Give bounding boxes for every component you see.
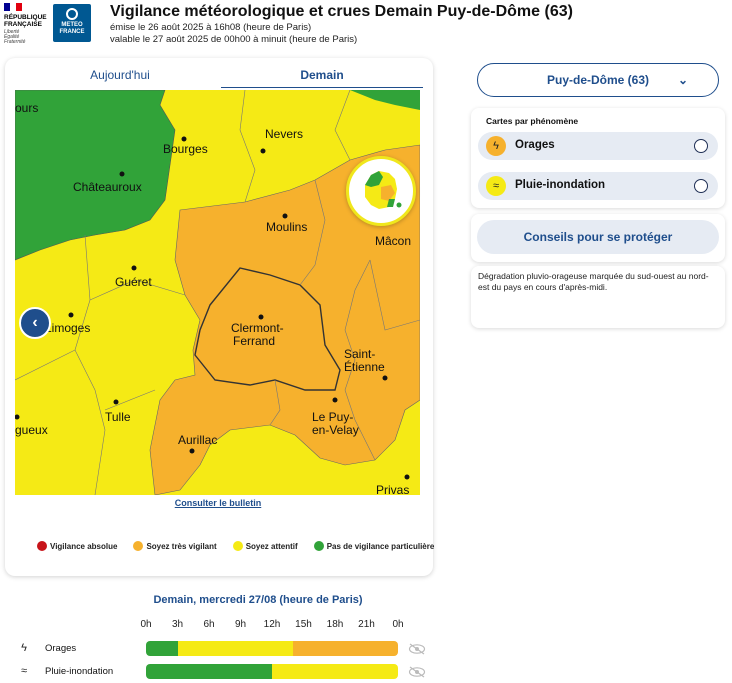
legend-dot-yellow xyxy=(232,541,243,551)
city-label-saint-etienne-2: Étienne xyxy=(344,359,385,374)
timeline-bar-pluie-inondation xyxy=(146,664,398,679)
meteo-france-logo[interactable]: METEO FRANCE xyxy=(53,4,91,42)
rain-flood-icon: ≈ xyxy=(486,176,506,196)
timeline-hour-label: 21h xyxy=(358,619,375,630)
legend-dot-red xyxy=(37,541,47,551)
rain-flood-icon: ≈ xyxy=(20,665,28,677)
phenomena-card: Cartes par phénomène ϟ Orages ≈ Pluie-in… xyxy=(471,108,725,208)
vigilance-map[interactable]: ours Nevers Bourges Châteauroux Moulins … xyxy=(15,90,420,495)
city-label-perigueux: gueux xyxy=(15,423,48,437)
chevron-left-icon: ‹ xyxy=(32,314,38,331)
map-svg: ours Nevers Bourges Châteauroux Moulins … xyxy=(15,90,420,495)
timeline-label-pluie-inondation: Pluie-inondation xyxy=(45,666,114,677)
timeline-hour-label: 6h xyxy=(203,619,215,630)
republique-francaise-logo[interactable]: RÉPUBLIQUE FRANÇAISE Liberté Égalité Fra… xyxy=(2,3,48,47)
map-card: Aujourd'hui Demain xyxy=(5,58,433,576)
legend-item-red: Vigilance absolue xyxy=(37,541,117,551)
city-label-bourges: Bourges xyxy=(163,142,208,156)
city-label-le-puy-1: Le Puy- xyxy=(312,410,353,424)
france-minimap-icon xyxy=(365,171,402,209)
timeline-title: Demain, mercredi 27/08 (heure de Paris) xyxy=(153,594,363,606)
emission-date: émise le 26 août 2025 à 16h08 (heure de … xyxy=(110,22,312,33)
map-department-borders xyxy=(15,90,420,495)
radio-pluie-inondation[interactable] xyxy=(694,179,708,193)
weather-description: Dégradation pluvio-orageuse marquée du s… xyxy=(478,271,709,292)
storm-icon: ϟ xyxy=(486,136,506,156)
city-label-tours: ours xyxy=(15,101,38,115)
bulletin-link[interactable]: Consulter le bulletin xyxy=(174,498,262,508)
phenomenon-row-pluie-inondation[interactable]: ≈ Pluie-inondation xyxy=(478,172,718,200)
city-label-aurillac: Aurillac xyxy=(178,433,217,447)
timeline-label-orages: Orages xyxy=(45,643,77,654)
city-label-gueret: Guéret xyxy=(115,275,152,289)
meteo-france-icon xyxy=(66,8,78,20)
storm-icon: ϟ xyxy=(21,642,27,654)
timeline-hour-label: 0h xyxy=(392,619,404,630)
validity-date: valable le 27 août 2025 de 00h00 à minui… xyxy=(110,34,358,45)
department-select[interactable]: Puy-de-Dôme (63) ⌄ xyxy=(477,63,719,97)
timeline-bar-orages xyxy=(146,641,398,656)
legend-item-green: Pas de vigilance particulière xyxy=(313,541,434,551)
day-tabs: Aujourd'hui Demain xyxy=(19,64,423,88)
timeline-hour-label: 0h xyxy=(140,619,152,630)
city-label-tulle: Tulle xyxy=(105,410,131,424)
timeline-hour-label: 15h xyxy=(295,619,312,630)
vigilance-legend: Vigilance absolue Soyez très vigilant So… xyxy=(37,541,434,551)
advice-card: Conseils pour se protéger xyxy=(471,214,725,262)
chevron-down-icon: ⌄ xyxy=(677,73,688,87)
tab-today[interactable]: Aujourd'hui xyxy=(90,68,150,82)
radio-orages[interactable] xyxy=(694,139,708,153)
page-title: Vigilance météorologique et crues Demain… xyxy=(110,3,573,20)
timeline-hour-label: 18h xyxy=(326,619,344,630)
map-green-region xyxy=(15,90,176,261)
city-label-macon: Mâcon xyxy=(375,234,411,248)
timeline-segment-yellow xyxy=(272,664,398,679)
legend-dot-orange xyxy=(133,541,144,551)
timeline-segment-yellow xyxy=(177,641,293,656)
city-label-clermont-1: Clermont- xyxy=(231,321,284,335)
timeline-hour-label: 12h xyxy=(263,619,281,630)
legend-item-orange: Soyez très vigilant xyxy=(133,541,217,551)
legend-item-yellow: Soyez attentif xyxy=(232,541,298,551)
timeline-hour-label: 3h xyxy=(171,619,184,630)
city-label-clermont-2: Ferrand xyxy=(233,334,275,348)
timeline-segment-green xyxy=(146,641,178,656)
legend-dot-green xyxy=(313,541,324,551)
advice-button[interactable]: Conseils pour se protéger xyxy=(477,220,719,254)
city-label-saint-etienne-1: Saint- xyxy=(344,347,375,361)
french-flag-icon xyxy=(4,3,22,11)
header: RÉPUBLIQUE FRANÇAISE Liberté Égalité Fra… xyxy=(0,0,732,52)
republic-motto: Liberté Égalité Fraternité xyxy=(4,29,26,45)
republic-label: RÉPUBLIQUE FRANÇAISE xyxy=(4,14,47,28)
map-green-region-ne xyxy=(350,90,420,110)
city-label-chateauroux: Châteauroux xyxy=(73,180,142,194)
timeline-segment-green xyxy=(146,664,272,679)
france-minimap[interactable] xyxy=(346,156,416,226)
city-label-privas: Privas xyxy=(376,483,409,495)
city-label-le-puy-2: en-Velay xyxy=(312,423,359,437)
city-label-limoges: Limoges xyxy=(45,321,90,335)
eye-off-icon[interactable] xyxy=(408,643,426,655)
city-label-nevers: Nevers xyxy=(265,127,303,141)
phenomena-title: Cartes par phénomène xyxy=(486,116,579,126)
eye-off-icon[interactable] xyxy=(408,666,426,678)
timeline-segment-orange xyxy=(293,641,398,656)
tab-tomorrow[interactable]: Demain xyxy=(221,64,423,88)
description-card: Dégradation pluvio-orageuse marquée du s… xyxy=(471,266,725,328)
department-select-value: Puy-de-Dôme (63) xyxy=(546,73,650,87)
map-previous-button[interactable]: ‹ xyxy=(19,307,51,339)
map-puy-de-dome-outline xyxy=(194,267,341,391)
phenomenon-row-orages[interactable]: ϟ Orages xyxy=(478,132,718,160)
city-label-moulins: Moulins xyxy=(266,220,307,234)
map-city-markers xyxy=(15,136,410,480)
timeline-hour-label: 9h xyxy=(234,619,247,630)
